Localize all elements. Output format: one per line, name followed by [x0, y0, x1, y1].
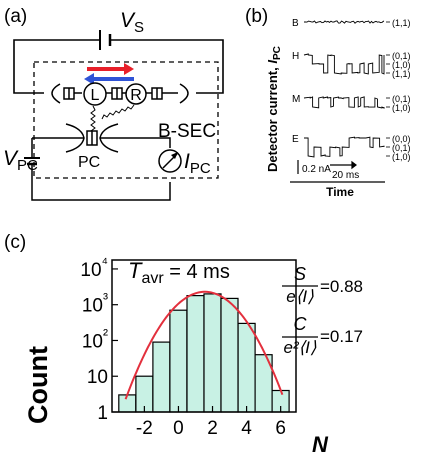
trace-signal [303, 53, 385, 75]
sec-label: B-SEC [158, 121, 216, 142]
traces-xlabel: Time [326, 185, 354, 199]
panel-b-tag: (b) [245, 6, 268, 27]
hist-bar [152, 341, 171, 413]
fit-curve [124, 290, 284, 400]
trace-letter: M [292, 94, 300, 105]
dot-left-circle [83, 82, 107, 106]
vpc-label: VPC [3, 147, 38, 174]
ammeter [158, 149, 182, 173]
right-lead [179, 83, 189, 104]
trace-letter: B [292, 18, 299, 29]
state-label: (0,1) [392, 51, 411, 61]
hist-frame [111, 259, 297, 413]
state-label: (0,1) [392, 143, 411, 153]
ratio2-den: e²⟨I⟩ [283, 338, 316, 357]
left-lead [51, 83, 61, 104]
hist-xlabel: N [312, 432, 329, 457]
x-tick-label: 4 [241, 418, 252, 439]
pc-label: PC [78, 154, 100, 171]
hist-ylabel: Count [23, 346, 53, 424]
coupling-lines [90, 104, 135, 135]
ipc-label: IPC [184, 150, 211, 177]
panel-c-tag: (c) [4, 232, 26, 253]
state-label: (1,0) [392, 152, 411, 162]
source-wire [13, 39, 100, 94]
trace-signal [304, 136, 385, 158]
trace-letter: H [292, 51, 299, 62]
panel-a-tag: (a) [4, 6, 27, 27]
dot-left-label: L [91, 87, 100, 104]
x-tick-label: 2 [207, 418, 218, 439]
hist-bar [203, 293, 222, 413]
traces-ylabel: Detector current, IPC [265, 46, 283, 172]
x-tick-label: -2 [136, 418, 153, 439]
y-tick-label: 10² [82, 326, 108, 352]
hist-bar [186, 295, 205, 413]
hist-bar [220, 297, 239, 413]
double-dot [51, 82, 189, 106]
state-label: (1,1) [392, 18, 411, 28]
y-tick-label: 10⁴ [80, 255, 108, 281]
backward-arrowhead [84, 73, 94, 85]
scale-current-label: 0.2 nA [302, 164, 331, 175]
ratio1-den: e⟨I⟩ [286, 287, 314, 306]
ammeter-arrowhead [171, 152, 178, 159]
dot-right-circle [125, 83, 147, 105]
histogram: 1 10 10² 10³ 10⁴ -2 0 2 4 6 [80, 255, 297, 439]
x-tick-label: 0 [173, 418, 184, 439]
ratio-fano: S e⟨I⟩ =0.88 [282, 264, 363, 306]
pc-loop [24, 137, 182, 201]
ratio-cumulant: C e²⟨I⟩ =0.17 [282, 314, 363, 357]
forward-arrowhead [124, 63, 134, 75]
ratio1-num: S [294, 264, 306, 284]
hist-bar [169, 309, 188, 413]
trace-letter: E [292, 134, 299, 145]
source-wire-right [110, 39, 224, 94]
traces-group: B (1,1)H (0,1)(1,0)(1,1)M (0,1)(1,0)E (0,0)(… [292, 18, 411, 162]
state-label: (1,1) [392, 69, 411, 79]
state-label: (0,0) [392, 134, 411, 144]
ratio2-num: C [294, 314, 308, 334]
source-label: VS [120, 9, 144, 36]
tavr-label: Tavr = 4 ms [128, 258, 230, 287]
dot-right-label: R [130, 87, 142, 104]
state-label: (1,0) [392, 103, 411, 113]
trace-signal [304, 20, 385, 24]
sec-box [33, 61, 219, 179]
tunneling-arrows [84, 63, 134, 85]
y-tick-label: 1 [97, 403, 108, 424]
hist-bar [237, 322, 256, 413]
scale-time-label: 20 ms [332, 170, 359, 181]
y-tick-label: 10³ [82, 291, 108, 317]
y-tick-label: 10 [87, 367, 108, 388]
trace-signal [303, 96, 385, 109]
state-label: (0,1) [392, 94, 411, 104]
circuit-diagram [13, 30, 224, 179]
x-tick-label: 6 [275, 418, 286, 439]
ratio2-value: =0.17 [320, 327, 363, 346]
state-label: (1,0) [392, 60, 411, 70]
ratio1-value: =0.88 [320, 277, 363, 296]
trace-scalebars [297, 160, 357, 174]
